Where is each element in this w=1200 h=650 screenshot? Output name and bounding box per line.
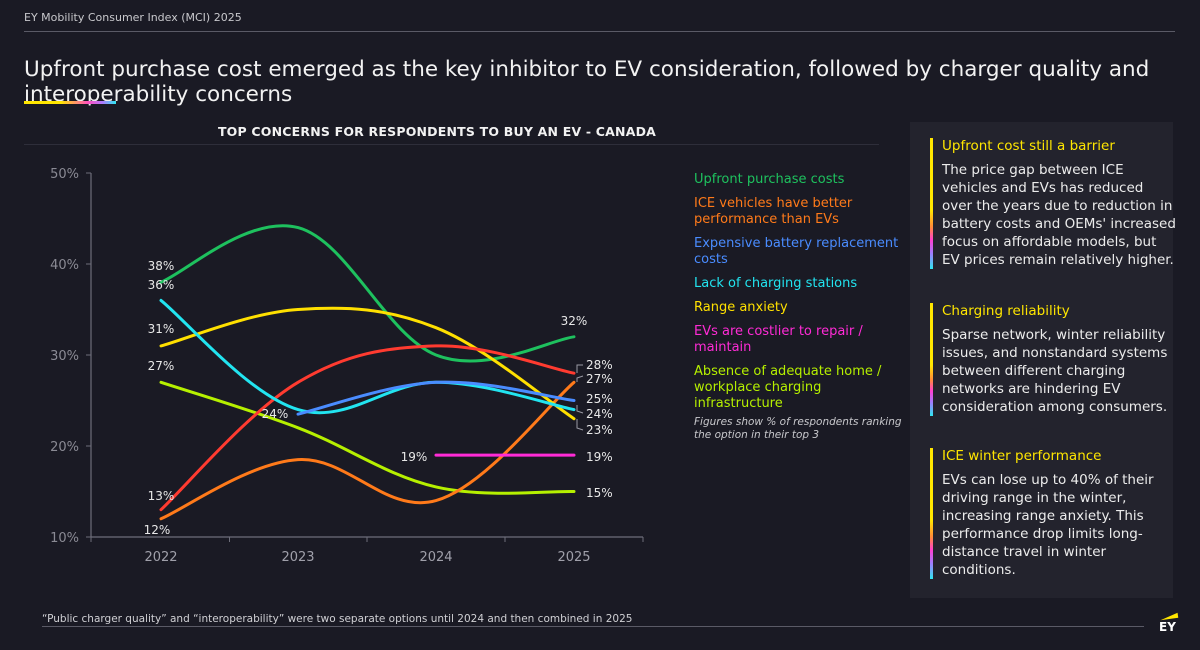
series-line-absence-of-adequate-home-workplace-charging-infrastructure [159,380,576,495]
data-label: 28% [586,358,613,372]
y-tick-label: 40% [50,258,79,273]
legend-item-battery-replacement: Expensive battery replacement costs [694,236,899,267]
data-label: 19% [586,450,613,464]
chart-data-labels: 38% 32% 12% 27% 25% 36% 24% 24% 31% 23% 19% 19% 27% 1… [144,259,613,537]
data-label: 15% [586,486,613,500]
header-label: EY Mobility Consumer Index (MCI) 2025 [24,11,242,24]
footnote: “Public charger quality” and “interopera… [42,613,633,625]
data-label: 19% [401,450,428,464]
line-chart: 10% 20% 30% 40% 50% 2022 2023 2024 2025 38% 32% 12… [50,167,644,565]
callout-upfront-cost: Upfront cost still a barrier The price g… [930,138,1177,269]
callout-charging-reliability: Charging reliability Sparse network, win… [930,303,1177,416]
footer-rule [42,626,1144,627]
callout-accent-bar [930,448,933,579]
legend-item-repair-costs: EVs are costlier to repair / maintain [694,324,863,355]
x-tick-label: 2022 [144,550,177,565]
y-tick-label: 10% [50,531,79,546]
callout-winter-performance: ICE winter performance EVs can lose up t… [930,448,1177,579]
data-label: 24% [262,407,289,421]
callout-title: ICE winter performance [942,448,1102,464]
legend-item-range-anxiety: Range anxiety [694,300,788,315]
data-label: 38% [148,259,175,273]
callout-accent-bar [930,303,933,416]
title-underline [24,101,116,104]
chart-note: Figures show % of respondents ranking th… [694,416,902,441]
series-line-public-charger-quality-interoperability [159,344,576,512]
y-tick-label: 20% [50,440,79,455]
legend-item-ice-performance: ICE vehicles have better performance tha… [694,196,853,227]
page-title: Upfront purchase cost emerged as the key… [24,57,1150,108]
series-line-range-anxiety [159,306,576,421]
y-tick-label: 30% [50,349,79,364]
data-label: 27% [586,372,613,386]
data-label: 23% [586,423,613,437]
y-tick-label: 50% [50,167,79,182]
x-tick-label: 2025 [557,550,590,565]
callout-title: Charging reliability [942,303,1070,319]
header-rule [24,31,1175,32]
data-label: 25% [586,392,613,406]
legend-item-charging-stations: Lack of charging stations [694,276,858,291]
data-label: 24% [586,407,613,421]
ey-logo: EY [1158,612,1182,636]
label-leader-27 [576,375,584,382]
data-label: 31% [148,322,175,336]
chart-lines [159,224,576,521]
callout-title: Upfront cost still a barrier [942,138,1115,154]
data-label: 13% [148,489,175,503]
callout-body: Sparse network, winter reliability issue… [942,327,1168,415]
x-tick-label: 2024 [419,550,452,565]
x-tick-label: 2023 [281,550,314,565]
legend-item-upfront-costs: Upfront purchase costs [694,172,845,187]
data-label: 36% [148,278,175,292]
callout-body: The price gap between ICE vehicles and E… [942,162,1176,268]
legend-item-home-charging: Absence of adequate home / workplace cha… [694,364,882,411]
series-line-lack-of-charging-stations [159,298,576,415]
data-label: 27% [148,359,175,373]
ey-logo-text: EY [1159,620,1176,634]
chart-title: TOP CONCERNS FOR RESPONDENTS TO BUY AN E… [217,124,657,139]
label-leader-24 [576,405,584,414]
chart-axes: 10% 20% 30% 40% 50% 2022 2023 2024 2025 [50,167,644,565]
series-line-ice-vehicles-have-better-performance-than-evs [159,380,576,521]
series-line-expensive-battery-replacement-costs [296,380,576,416]
chart-title-rule [24,144,879,145]
callout-body: EVs can lose up to 40% of their driving … [942,472,1154,578]
insights-panel: Upfront cost still a barrier The price g… [910,122,1176,598]
label-leader-23 [576,419,584,431]
label-leader-28 [576,364,583,373]
series-line-upfront-purchase-costs [159,224,576,363]
data-label: 12% [144,523,171,537]
data-label: 32% [561,314,588,328]
chart-legend: Upfront purchase costs ICE vehicles have… [694,172,904,442]
callout-accent-bar [930,138,933,269]
